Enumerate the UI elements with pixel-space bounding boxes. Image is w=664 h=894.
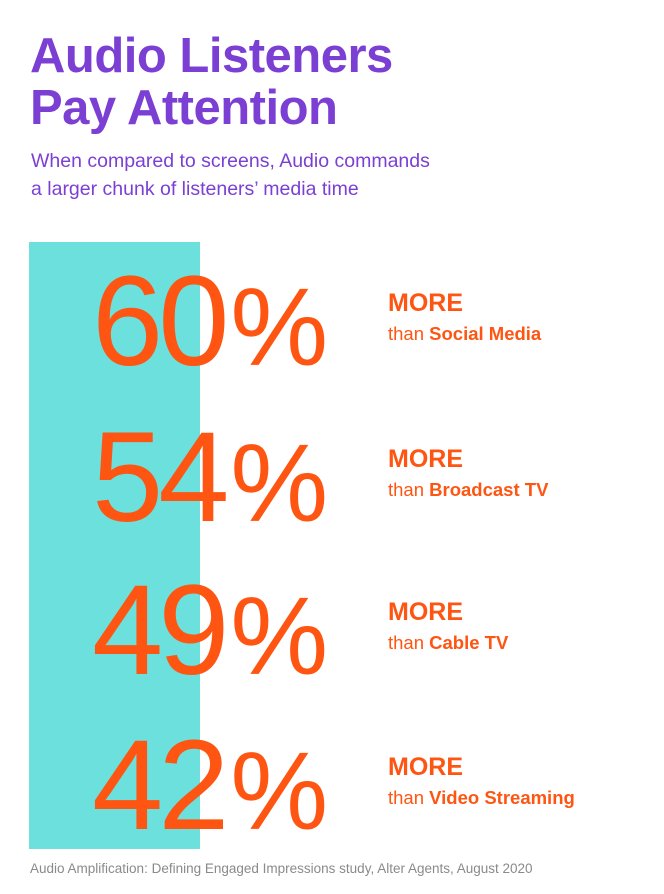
- stat-label: MORE than Video Streaming: [388, 752, 575, 811]
- source-footnote: Audio Amplification: Defining Engaged Im…: [30, 861, 533, 876]
- page-title: Audio Listeners Pay Attention: [30, 30, 393, 134]
- percent-sign: %: [230, 422, 329, 545]
- stat-comparison: than Broadcast TV: [388, 477, 548, 503]
- stat-prefix: than: [388, 323, 425, 344]
- stat-more: MORE: [388, 445, 463, 473]
- stat-prefix: than: [388, 787, 425, 808]
- stat-number: 54%: [92, 414, 328, 548]
- stat-target: Broadcast TV: [429, 479, 549, 500]
- stat-label: MORE than Cable TV: [388, 597, 508, 656]
- percent-sign: %: [230, 575, 329, 698]
- stat-prefix: than: [388, 632, 425, 653]
- title-line-1: Audio Listeners: [30, 29, 393, 83]
- teal-accent-bar: [29, 242, 200, 849]
- stat-number: 42%: [92, 722, 328, 856]
- subtitle: When compared to screens, Audio commands…: [31, 147, 430, 203]
- stat-value: 49: [92, 559, 229, 702]
- stat-label: MORE than Social Media: [388, 288, 541, 347]
- title-line-2: Pay Attention: [30, 81, 338, 135]
- stat-label: MORE than Broadcast TV: [388, 444, 548, 503]
- stat-target: Cable TV: [429, 632, 509, 653]
- percent-sign: %: [230, 266, 329, 389]
- subtitle-line-1: When compared to screens, Audio commands: [31, 150, 430, 172]
- stat-target: Video Streaming: [429, 787, 575, 808]
- stat-comparison: than Video Streaming: [388, 785, 575, 811]
- stat-more: MORE: [388, 598, 463, 626]
- stat-target: Social Media: [429, 323, 542, 344]
- stat-prefix: than: [388, 479, 425, 500]
- stat-more: MORE: [388, 289, 463, 317]
- stat-number: 60%: [92, 258, 328, 392]
- stat-number: 49%: [92, 567, 328, 701]
- subtitle-line-2: a larger chunk of listeners’ media time: [31, 178, 359, 200]
- stat-value: 60: [92, 250, 229, 393]
- stat-comparison: than Cable TV: [388, 630, 508, 656]
- stat-value: 42: [92, 714, 229, 857]
- stat-more: MORE: [388, 753, 463, 781]
- stat-comparison: than Social Media: [388, 321, 541, 347]
- percent-sign: %: [230, 730, 329, 853]
- stat-value: 54: [92, 406, 229, 549]
